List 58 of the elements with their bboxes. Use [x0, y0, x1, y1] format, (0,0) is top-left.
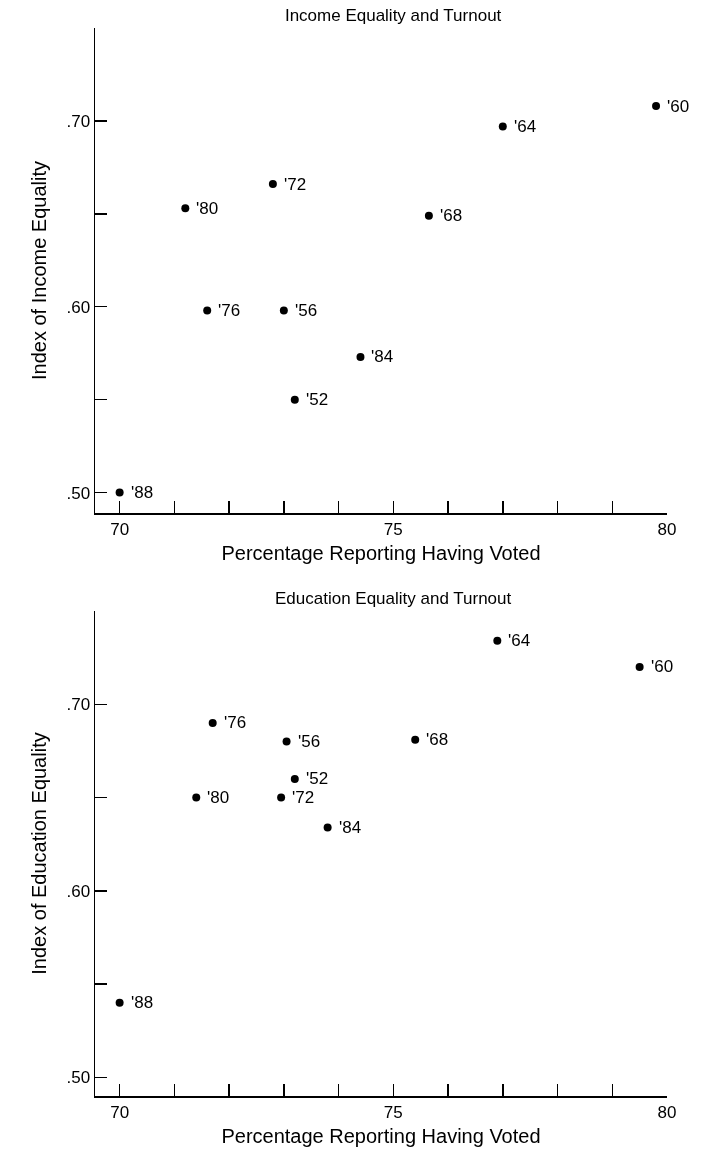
x-tick-label: 80: [657, 1102, 677, 1122]
point: [268, 180, 277, 189]
point: [424, 211, 433, 220]
y-tick-label: .50: [66, 483, 91, 503]
point: [652, 102, 661, 111]
annotation: '80: [196, 199, 219, 218]
x-tick-label: 80: [657, 519, 677, 539]
point: [635, 662, 644, 671]
y-tick-label: .70: [66, 111, 91, 131]
x-tick-label: 75: [383, 1102, 403, 1122]
annotation: '56: [298, 732, 321, 751]
x-axis-title: Percentage Reporting Having Voted: [221, 1125, 541, 1148]
annotation: '60: [667, 97, 690, 116]
annotation: '88: [131, 993, 154, 1012]
point: [282, 737, 291, 746]
point: [411, 735, 420, 744]
point: [279, 306, 288, 315]
x-tick-label: 70: [110, 1102, 130, 1122]
chart-title: Income Equality and Turnout: [284, 5, 502, 25]
point: [115, 998, 124, 1007]
annotation: '76: [218, 301, 241, 320]
y-tick-label: .50: [66, 1068, 91, 1088]
point: [323, 823, 332, 832]
annotation: '56: [295, 301, 318, 320]
annotation: '84: [339, 818, 362, 837]
y-axis-title: Index of Education Equality: [28, 732, 51, 975]
annotation: '52: [306, 390, 329, 409]
point: [192, 793, 201, 802]
annotation: '76: [224, 713, 247, 732]
annotation: '72: [292, 788, 315, 807]
point: [203, 306, 212, 315]
y-tick-label: .60: [66, 297, 91, 317]
annotation: '88: [131, 483, 154, 502]
annotation: '80: [207, 788, 230, 807]
annotation: '64: [514, 117, 537, 136]
point: [498, 122, 507, 131]
point: [181, 204, 190, 213]
y-tick-label: .70: [66, 695, 91, 715]
annotation: '72: [284, 175, 307, 194]
point: [277, 793, 286, 802]
point: [290, 774, 299, 783]
annotation: '84: [371, 347, 394, 366]
point: [356, 352, 365, 361]
annotation: '68: [440, 206, 463, 225]
x-tick-label: 70: [110, 519, 130, 539]
chart-title: Education Equality and Turnout: [274, 588, 512, 608]
point: [115, 488, 124, 497]
annotation: '52: [306, 769, 329, 788]
y-axis-title: Index of Income Equality: [28, 160, 51, 381]
y-tick-label: .60: [66, 881, 91, 901]
point: [208, 718, 217, 727]
point: [493, 636, 502, 645]
point: [290, 395, 299, 404]
x-axis-title: Percentage Reporting Having Voted: [221, 542, 541, 565]
annotation: '68: [426, 730, 449, 749]
annotation: '64: [508, 631, 531, 650]
x-tick-label: 75: [383, 519, 403, 539]
annotation: '60: [651, 657, 674, 676]
